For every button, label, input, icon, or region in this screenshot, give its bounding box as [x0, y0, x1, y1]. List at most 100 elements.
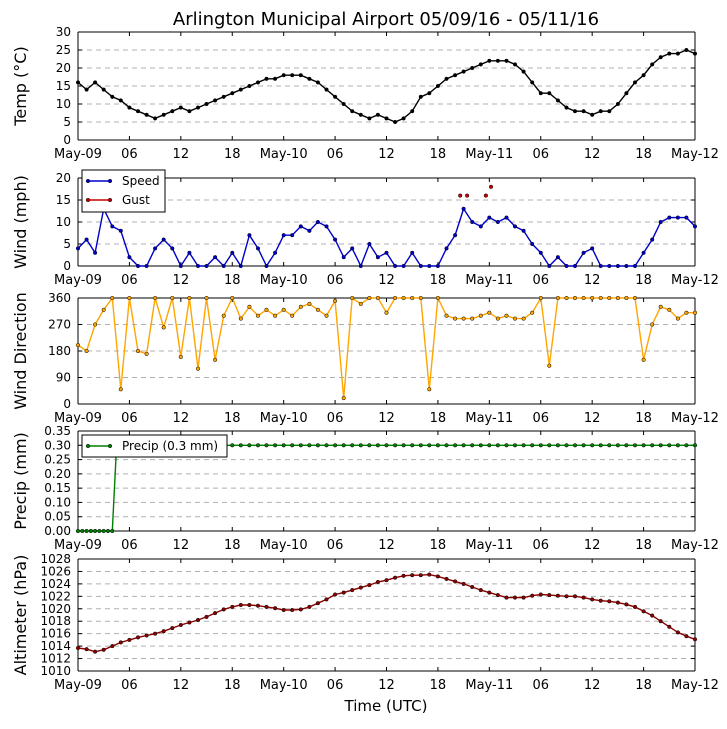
- data-point: [650, 237, 655, 242]
- data-point: [641, 609, 646, 614]
- data-point: [418, 94, 423, 99]
- data-point: [564, 295, 569, 301]
- data-point: [590, 246, 595, 251]
- data-point: [538, 250, 543, 255]
- x-tick-label: 12: [378, 678, 395, 693]
- data-point: [101, 87, 106, 92]
- x-tick-label: May-09: [54, 678, 102, 693]
- data-point: [547, 363, 552, 368]
- data-point: [324, 443, 329, 448]
- x-tick-label: May-12: [671, 538, 719, 553]
- data-point: [307, 228, 312, 233]
- x-tick-label: 06: [121, 147, 138, 162]
- data-point: [110, 224, 115, 229]
- data-point: [521, 595, 526, 600]
- y-tick-label: 1026: [40, 564, 71, 578]
- data-point: [410, 443, 415, 448]
- data-point: [84, 87, 89, 92]
- data-point: [75, 80, 81, 85]
- x-tick-label: May-11: [465, 147, 513, 162]
- y-tick-label: 5: [63, 237, 71, 251]
- data-point: [170, 626, 175, 631]
- data-point: [161, 629, 166, 634]
- x-tick-label: 06: [327, 147, 344, 162]
- series-line: [77, 573, 696, 653]
- data-point: [461, 316, 466, 321]
- data-point: [624, 443, 629, 448]
- data-point: [461, 581, 466, 586]
- x-tick-label: 18: [224, 678, 241, 693]
- x-tick-label: 12: [378, 273, 395, 288]
- data-point: [375, 295, 380, 301]
- data-point: [247, 602, 252, 608]
- data-point: [418, 443, 423, 448]
- data-point: [512, 224, 518, 229]
- data-point: [555, 443, 560, 448]
- x-tick-label: 06: [121, 273, 138, 288]
- data-point: [555, 255, 560, 260]
- data-point: [401, 443, 406, 448]
- data-point: [607, 295, 612, 301]
- x-tick-label: May-10: [260, 147, 308, 162]
- data-point: [170, 109, 175, 114]
- data-point: [384, 250, 389, 255]
- data-point: [298, 73, 303, 78]
- data-point: [273, 76, 278, 81]
- data-point: [598, 295, 603, 301]
- data-point: [547, 443, 552, 448]
- data-point: [264, 263, 269, 269]
- y-axis-label: Wind Direction: [11, 292, 30, 410]
- data-point: [632, 443, 638, 448]
- x-tick-label: 06: [327, 411, 344, 426]
- data-point: [358, 585, 363, 590]
- data-point: [153, 116, 158, 121]
- data-point: [521, 443, 526, 448]
- data-point: [504, 58, 509, 63]
- data-point: [187, 250, 192, 255]
- chart-title: Arlington Municipal Airport 05/09/16 - 0…: [173, 9, 599, 30]
- data-point: [590, 443, 595, 448]
- y-tick-label: 25: [56, 43, 71, 57]
- x-tick-label: 12: [378, 538, 395, 553]
- data-point: [564, 263, 569, 269]
- data-point: [547, 91, 552, 96]
- y-tick-label: 1012: [40, 652, 71, 666]
- data-point: [607, 599, 612, 604]
- data-point: [281, 443, 286, 448]
- data-point: [444, 576, 449, 581]
- data-point: [632, 263, 638, 269]
- data-point: [478, 588, 483, 593]
- data-point: [504, 443, 509, 448]
- data-point: [692, 224, 698, 229]
- data-point: [170, 246, 175, 251]
- data-point: [135, 263, 141, 269]
- y-axis-label: Temp (°C): [11, 46, 30, 126]
- x-tick-label: 12: [378, 411, 395, 426]
- data-point: [478, 62, 483, 67]
- data-point: [461, 206, 466, 211]
- data-point: [127, 255, 132, 260]
- data-point: [675, 51, 680, 56]
- x-tick-label: May-12: [671, 273, 719, 288]
- y-tick-label: 1016: [40, 627, 71, 641]
- data-point: [632, 604, 638, 609]
- data-point: [538, 91, 543, 96]
- data-point: [478, 313, 483, 318]
- data-point: [298, 607, 303, 612]
- y-tick-label: 0.10: [44, 495, 71, 509]
- x-tick-label: 12: [584, 678, 601, 693]
- data-point: [410, 109, 415, 114]
- data-point: [530, 80, 535, 85]
- data-point: [367, 116, 372, 121]
- data-point: [453, 73, 458, 78]
- legend-label: Precip (0.3 mm): [122, 439, 218, 453]
- data-point: [470, 584, 475, 590]
- x-tick-label: 18: [430, 678, 447, 693]
- data-point: [195, 617, 201, 623]
- data-point: [105, 528, 111, 534]
- data-point: [230, 295, 235, 301]
- data-point: [204, 295, 209, 301]
- x-tick-label: 18: [430, 411, 447, 426]
- data-point: [93, 649, 98, 654]
- data-point: [470, 65, 475, 71]
